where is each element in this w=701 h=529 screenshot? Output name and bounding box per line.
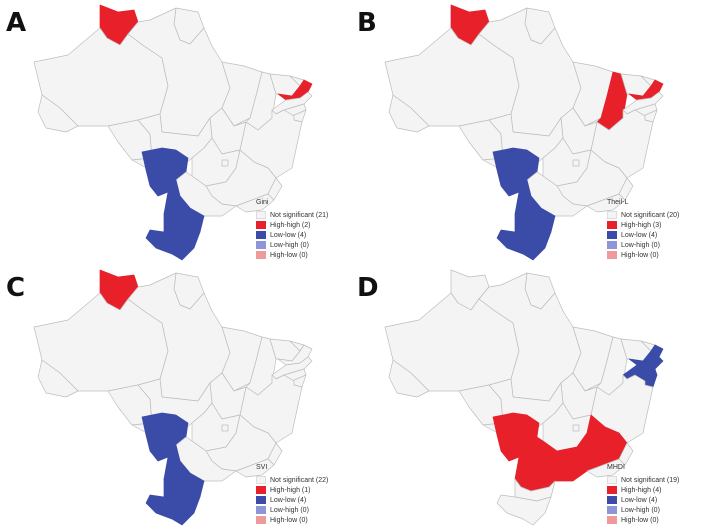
- state-rio-grande-do-sul: [496, 494, 552, 526]
- map-legend: SVI Not significant (22) High-high (1) L…: [256, 464, 328, 525]
- legend-swatch: [256, 241, 266, 249]
- legend-label: Low-low (4): [270, 496, 307, 504]
- state-acre: [37, 359, 79, 398]
- legend-swatch: [607, 476, 617, 484]
- legend-item: Low-high (0): [256, 240, 328, 250]
- legend-swatch: [607, 221, 617, 229]
- legend-item: High-high (4): [607, 485, 679, 495]
- state-rio-de-janeiro: [586, 193, 626, 213]
- legend-swatch: [256, 221, 266, 229]
- state-distrito-federal: [572, 424, 580, 432]
- legend-label: High-low (0): [621, 251, 659, 259]
- legend-swatch: [256, 476, 266, 484]
- map-legend: Gini Not significant (21) High-high (2) …: [256, 199, 328, 260]
- legend-label: High-high (4): [621, 486, 662, 494]
- state-rio-de-janeiro: [586, 458, 626, 478]
- legend-label: High-high (2): [270, 221, 311, 229]
- legend-label: Not significant (21): [270, 211, 329, 219]
- legend-item: High-high (3): [607, 220, 679, 230]
- brazil-map: [384, 269, 664, 526]
- legend-item: High-high (1): [256, 485, 328, 495]
- brazil-map: [384, 4, 664, 261]
- brazil-map: [33, 4, 313, 261]
- legend-label: Low-low (4): [621, 496, 658, 504]
- legend-item: Not significant (21): [256, 210, 328, 220]
- state-distrito-federal: [221, 424, 229, 432]
- legend-label: Low-high (0): [621, 506, 660, 514]
- legend-swatch: [256, 251, 266, 259]
- state-acre: [37, 94, 79, 133]
- legend-swatch: [256, 211, 266, 219]
- legend-swatch: [607, 496, 617, 504]
- legend-swatch: [607, 516, 617, 524]
- legend-swatch: [256, 506, 266, 514]
- legend-swatch: [256, 486, 266, 494]
- legend-swatch: [607, 231, 617, 239]
- state-rio-grande-do-sul: [145, 494, 201, 526]
- legend-swatch: [607, 211, 617, 219]
- legend-label: Not significant (20): [621, 211, 680, 219]
- legend-label: Low-high (0): [270, 506, 309, 514]
- legend-label: Not significant (22): [270, 476, 329, 484]
- legend-item: High-low (0): [607, 515, 679, 525]
- legend-label: High-low (0): [270, 516, 308, 524]
- legend-item: Not significant (20): [607, 210, 679, 220]
- legend-label: Low-high (0): [270, 241, 309, 249]
- state-distrito-federal: [221, 159, 229, 167]
- legend-item: Low-low (4): [256, 495, 328, 505]
- state-rio-de-janeiro: [235, 193, 275, 213]
- legend-title: SVI: [256, 464, 268, 471]
- map-legend: MHDI Not significant (19) High-high (4) …: [607, 464, 679, 525]
- panel-label: D: [357, 273, 379, 303]
- legend-item: Low-high (0): [256, 505, 328, 515]
- legend-swatch: [256, 496, 266, 504]
- map-panel-c: C SVI Not significant (22) High-high (1)…: [0, 265, 350, 529]
- state-rio-grande-do-sul: [145, 229, 201, 261]
- state-rio-de-janeiro: [235, 458, 275, 478]
- legend-item: High-low (0): [256, 250, 328, 260]
- legend-title: Theil-L: [607, 199, 629, 206]
- state-distrito-federal: [572, 159, 580, 167]
- legend-title: Gini: [256, 199, 269, 206]
- legend-swatch: [607, 241, 617, 249]
- legend-swatch: [256, 231, 266, 239]
- legend-item: Not significant (19): [607, 475, 679, 485]
- legend-label: Not significant (19): [621, 476, 680, 484]
- map-panel-a: A Gini Not significant (21) High-high (2…: [0, 0, 350, 264]
- panel-label: A: [6, 8, 27, 38]
- state-acre: [388, 94, 430, 133]
- brazil-map: [33, 269, 313, 526]
- legend-swatch: [607, 486, 617, 494]
- panel-label: B: [357, 8, 377, 38]
- legend-item: High-low (0): [607, 250, 679, 260]
- panel-label: C: [6, 273, 26, 303]
- map-panel-b: B Theil-L Not significant (20) High-high…: [351, 0, 701, 264]
- legend-label: High-low (0): [621, 516, 659, 524]
- legend-item: Low-low (4): [607, 230, 679, 240]
- legend-item: Low-high (0): [607, 505, 679, 515]
- legend-item: Low-high (0): [607, 240, 679, 250]
- legend-label: High-high (3): [621, 221, 662, 229]
- legend-item: High-low (0): [256, 515, 328, 525]
- legend-swatch: [607, 506, 617, 514]
- state-rio-grande-do-sul: [496, 229, 552, 261]
- legend-item: High-high (2): [256, 220, 328, 230]
- map-panel-d: D MHDI Not significant (19) High-high (4…: [351, 265, 701, 529]
- legend-title: MHDI: [607, 464, 625, 471]
- legend-label: Low-low (4): [621, 231, 658, 239]
- legend-item: Low-low (4): [256, 230, 328, 240]
- legend-item: Low-low (4): [607, 495, 679, 505]
- legend-label: Low-low (4): [270, 231, 307, 239]
- legend-swatch: [607, 251, 617, 259]
- legend-item: Not significant (22): [256, 475, 328, 485]
- map-legend: Theil-L Not significant (20) High-high (…: [607, 199, 679, 260]
- legend-label: Low-high (0): [621, 241, 660, 249]
- legend-label: High-high (1): [270, 486, 311, 494]
- legend-swatch: [256, 516, 266, 524]
- state-acre: [388, 359, 430, 398]
- legend-label: High-low (0): [270, 251, 308, 259]
